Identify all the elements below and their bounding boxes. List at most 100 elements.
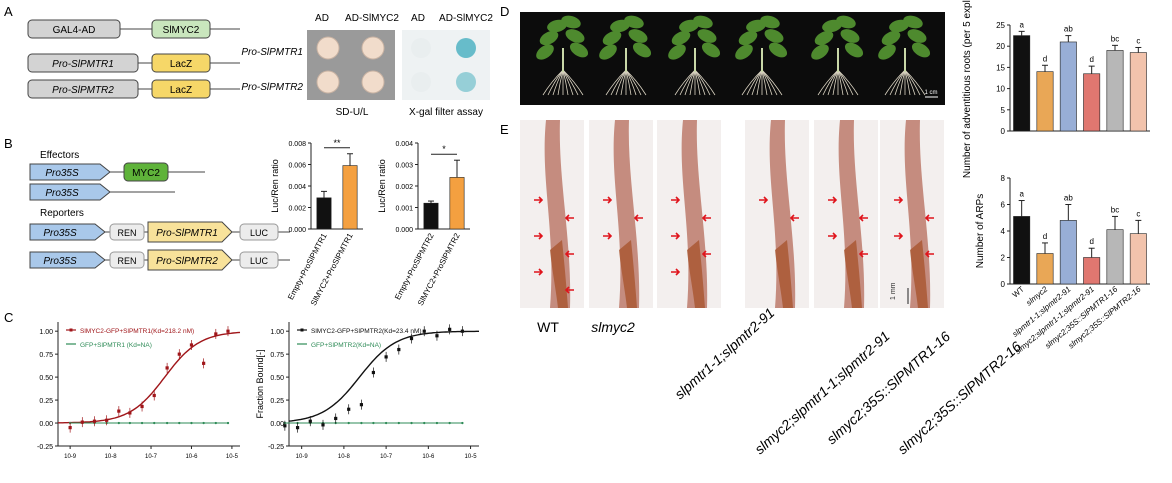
plant-leaf: [844, 42, 864, 58]
luc-ren-chart-1: 0.0080.0060.0040.0020.000Empty+ProSlPMTR…: [270, 138, 363, 307]
y-tick-label: 0.004: [288, 184, 306, 191]
y-axis-label: Luc/Ren ratio: [377, 159, 387, 213]
legend-label-main: SlMYC2-GFP+SlPMTR2(Kd=23.4 nM): [311, 328, 422, 335]
gal4-ad-label: GAL4-AD: [53, 25, 96, 36]
x-tick-label: 10-5: [226, 454, 239, 460]
arp-arrow: [534, 232, 544, 240]
plant-leaf: [679, 19, 699, 33]
x-tick-label: 10-8: [338, 454, 351, 460]
plant-leaf: [889, 19, 909, 33]
panel-e-genotype-labels: WT slmyc2 slpmtr1-1;slpmtr2-91slmyc2;slpmt…: [537, 304, 1024, 457]
plant-root: [689, 69, 696, 96]
significance-letter: d: [1089, 237, 1093, 246]
data-point: [105, 418, 109, 422]
data-point: [359, 403, 364, 407]
control-point: [448, 421, 451, 425]
data-point: [384, 355, 388, 359]
bar: [1106, 50, 1124, 132]
arps-chart: 86420aWTdslmyc2abslpmtr1-1;slpmtr2-91dsl…: [975, 174, 1150, 356]
significance-letter: a: [1019, 190, 1024, 199]
panel-a-constructs: GAL4-AD SlMYC2 Pro-SlPMTR1 LacZ Pro-SlPM…: [27, 19, 240, 99]
data-point: [68, 426, 72, 430]
y-axis-label: Luc/Ren ratio: [270, 159, 280, 213]
arp-arrow: [894, 232, 904, 240]
control-point: [202, 421, 205, 425]
y-tick-label: 20: [996, 42, 1005, 51]
rep-ren-2: REN: [117, 256, 136, 266]
x-tick-label: 10-7: [380, 454, 393, 460]
y-tick-label: 1.00: [270, 329, 284, 336]
panel-letter-e: E: [500, 122, 509, 137]
caption-sd-ul: SD-U/L: [336, 107, 369, 118]
y-axis-label: Fraction Bound[-]: [255, 349, 265, 418]
data-point: [226, 329, 230, 333]
data-point: [140, 404, 144, 409]
y-tick-label: -0.25: [37, 444, 53, 451]
y-tick-label: 2: [1001, 254, 1006, 263]
y-tick-label: 0: [1001, 280, 1006, 289]
arp-arrow: [858, 250, 868, 258]
plant-root: [756, 69, 763, 96]
control-point: [384, 421, 388, 425]
y-tick-label: 0.000: [288, 227, 306, 234]
x-tick-label: 10-9: [296, 454, 309, 460]
panel-a-yeast-assay: AD AD-SlMYC2 AD AD-SlMYC2 Pro-SlPMTR1 Pr…: [241, 13, 493, 118]
significance-mark: **: [333, 138, 341, 148]
effectors-label: Effectors: [40, 150, 79, 161]
data-point: [295, 426, 300, 430]
arp-arrow: [671, 268, 681, 276]
y-tick-label: 1.00: [39, 329, 53, 336]
y-tick-label: 10: [996, 85, 1005, 94]
pro-slpmtr1-label: Pro-SlPMTR1: [52, 59, 114, 70]
arp-arrow: [603, 196, 613, 204]
pro-slpmtr2-label: Pro-SlPMTR2: [52, 85, 114, 96]
slmyc2-label: SlMYC2: [163, 25, 200, 36]
y-tick-label: 0.002: [395, 184, 413, 191]
y-tick-label: 0.001: [395, 206, 413, 213]
genotype-label: WT: [537, 319, 559, 335]
eff-pro35s-2: Pro35S: [45, 188, 79, 199]
arp-arrow: [671, 232, 681, 240]
rep-luc-1: LUC: [250, 228, 269, 238]
rep-pro-pmtr1: Pro-SlPMTR1: [156, 228, 218, 239]
plant-root: [694, 69, 701, 96]
bar: [1106, 229, 1124, 285]
plant-root: [746, 69, 763, 96]
y-tick-label: 0.75: [270, 352, 284, 359]
y-tick-label: 0.003: [395, 163, 413, 170]
plant-leaf: [671, 30, 691, 46]
plant-root: [837, 69, 844, 96]
data-point: [371, 370, 376, 375]
plant-leaf: [547, 19, 567, 33]
plant-root: [562, 69, 584, 96]
data-point: [448, 327, 452, 331]
plant-root: [552, 69, 564, 96]
arp-arrow: [759, 196, 769, 204]
scale-bar-1cm: 1 cm: [924, 90, 937, 96]
plant-leaf: [746, 19, 766, 33]
arp-arrow: [828, 196, 838, 204]
y-tick-label: 6: [1001, 201, 1006, 210]
plant-leaf: [539, 30, 559, 46]
arp-arrow: [603, 232, 613, 240]
root-base: [844, 240, 862, 308]
y-tick-label: 0.75: [39, 352, 53, 359]
y-tick-label: 0.50: [39, 375, 53, 382]
arp-arrow: [924, 214, 934, 222]
plant-leaf: [599, 44, 617, 60]
plant-root: [625, 69, 647, 96]
bar: [423, 202, 439, 230]
control-point: [165, 421, 169, 425]
plant-root: [761, 69, 768, 96]
plant-leaf: [561, 15, 581, 29]
y-tick-label: 15: [996, 63, 1005, 72]
control-point: [461, 421, 464, 425]
plant-leaf: [668, 44, 686, 60]
panel-e-root-photos: [520, 120, 944, 308]
plant-root: [625, 69, 632, 96]
y-tick-label: 0.25: [270, 398, 284, 405]
data-point: [409, 336, 414, 341]
plant-leaf: [565, 29, 585, 43]
data-point: [128, 411, 132, 415]
rep-pro35s-2: Pro35S: [43, 256, 77, 267]
